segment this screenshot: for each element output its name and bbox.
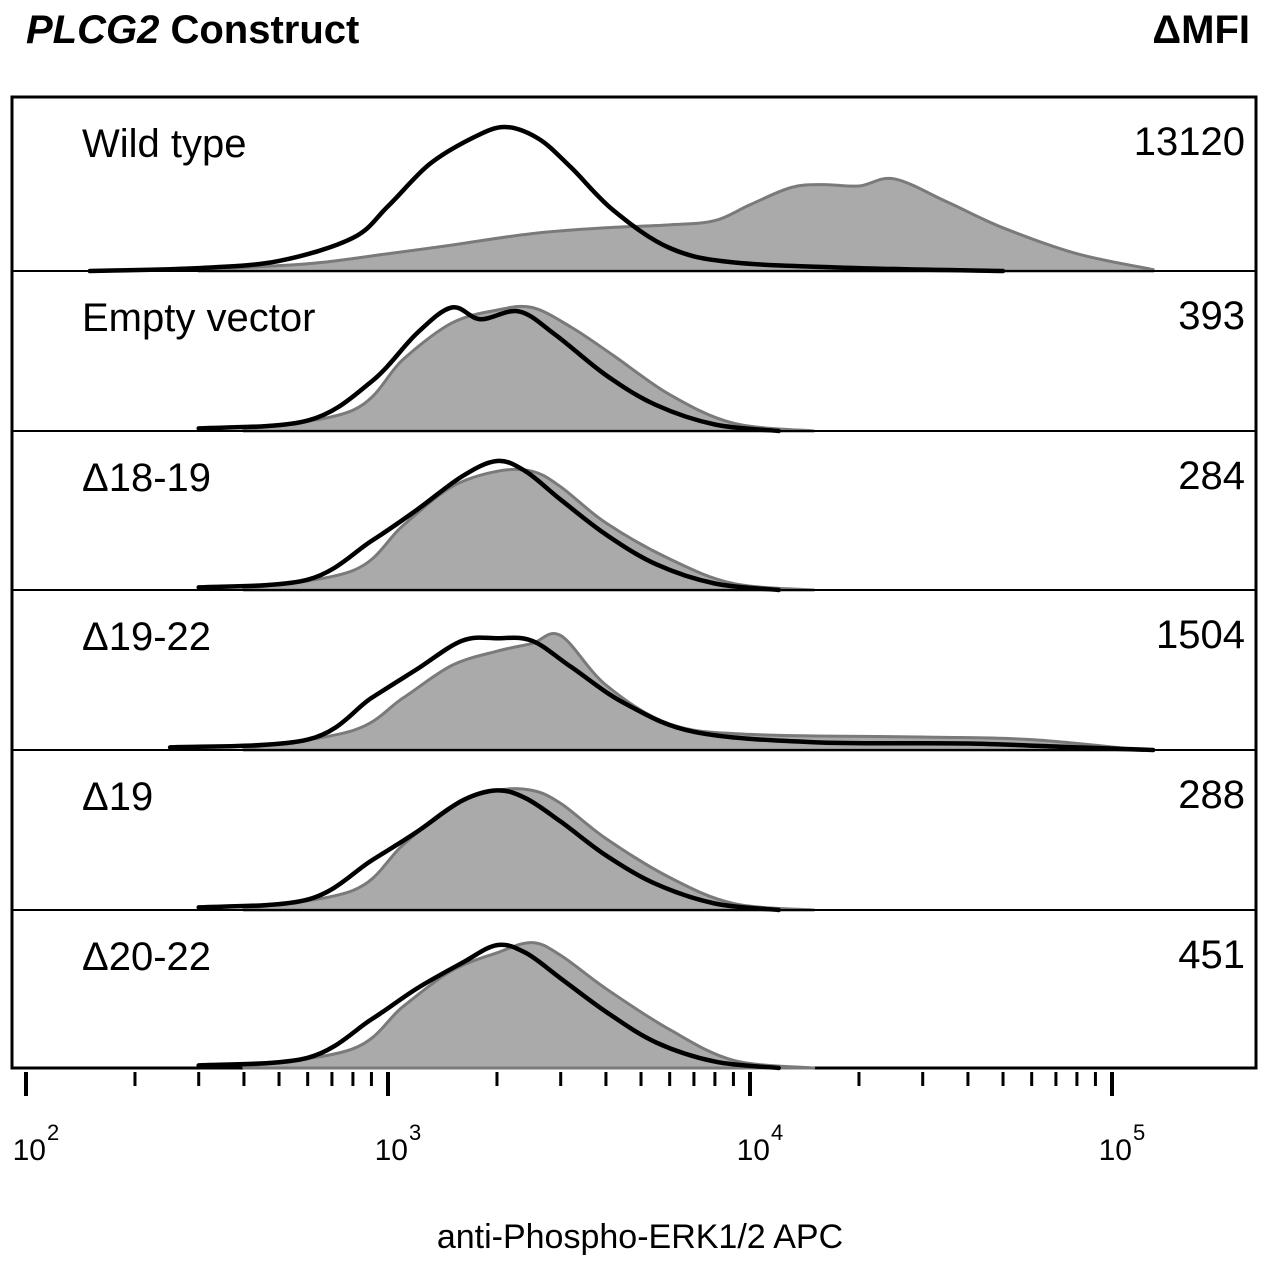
gene-name: PLCG2 xyxy=(26,8,160,52)
panel-label-2: Δ18-19 xyxy=(82,456,211,500)
outline-histogram-0 xyxy=(87,124,1006,274)
x-tick-label-exponent: 2 xyxy=(47,1120,59,1145)
x-tick-label-exponent: 5 xyxy=(1133,1120,1145,1145)
dmfi-value-4: 288 xyxy=(1178,773,1245,817)
dmfi-value-0: 13120 xyxy=(1134,120,1245,164)
filled-histogram-2 xyxy=(242,467,816,592)
outline-histogram-5 xyxy=(196,942,781,1071)
panel-label-4: Δ19 xyxy=(82,775,153,819)
outline-histogram-1 xyxy=(196,305,781,434)
panel-label-3: Δ19-22 xyxy=(82,615,211,659)
dmfi-value-5: 451 xyxy=(1178,933,1245,977)
filled-histogram-4 xyxy=(242,787,816,912)
dmfi-value-3: 1504 xyxy=(1156,613,1245,657)
panel-label-0: Wild type xyxy=(82,122,247,166)
x-tick-label-exponent: 4 xyxy=(771,1120,783,1145)
outline-histogram-3 xyxy=(167,635,1156,753)
x-tick-label-base: 10 xyxy=(737,1134,770,1167)
dmfi-header: ΔMFI xyxy=(1152,8,1250,52)
dmfi-value-1: 393 xyxy=(1178,294,1245,338)
header-construct: Construct xyxy=(170,8,360,52)
filled-histogram-3 xyxy=(242,632,1143,752)
x-tick-label-base: 10 xyxy=(375,1134,408,1167)
dmfi-value-2: 284 xyxy=(1178,454,1245,498)
x-tick-label-base: 10 xyxy=(13,1134,46,1167)
chart-header-left: PLCG2 Construct xyxy=(26,8,359,53)
filled-histogram-0 xyxy=(197,176,1155,273)
outline-histogram-4 xyxy=(196,788,781,913)
panel-label-5: Δ20-22 xyxy=(82,935,211,979)
x-tick-label-base: 10 xyxy=(1099,1134,1132,1167)
x-tick-label-exponent: 3 xyxy=(409,1120,421,1145)
outline-histogram-2 xyxy=(196,458,781,593)
x-axis-label: anti-Phospho-ERK1/2 APC xyxy=(436,1218,844,1256)
panel-label-1: Empty vector xyxy=(82,296,315,340)
filled-histogram-1 xyxy=(242,304,816,433)
filled-histogram-5 xyxy=(242,941,816,1070)
